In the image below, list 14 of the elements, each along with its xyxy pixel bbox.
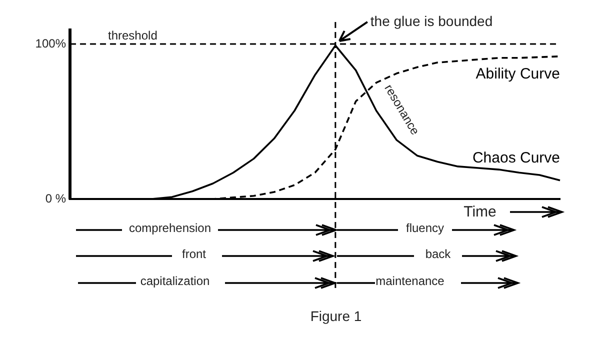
- text: fluency: [406, 221, 444, 235]
- text: the glue is bounded: [370, 12, 493, 29]
- y-tick-label: 0 %: [45, 191, 66, 206]
- text: back: [425, 247, 451, 261]
- series-label: Chaos Curve: [472, 150, 560, 167]
- x-axis-title: Time: [464, 204, 496, 220]
- text: maintenance: [376, 274, 444, 288]
- text: front: [182, 247, 206, 261]
- ref-line-label: threshold: [108, 28, 158, 42]
- text: capitalization: [140, 274, 210, 288]
- caption: Figure 1: [310, 308, 362, 324]
- y-tick-label: 100%: [35, 36, 66, 50]
- series-label: Ability Curve: [476, 66, 560, 82]
- text: comprehension: [128, 221, 212, 235]
